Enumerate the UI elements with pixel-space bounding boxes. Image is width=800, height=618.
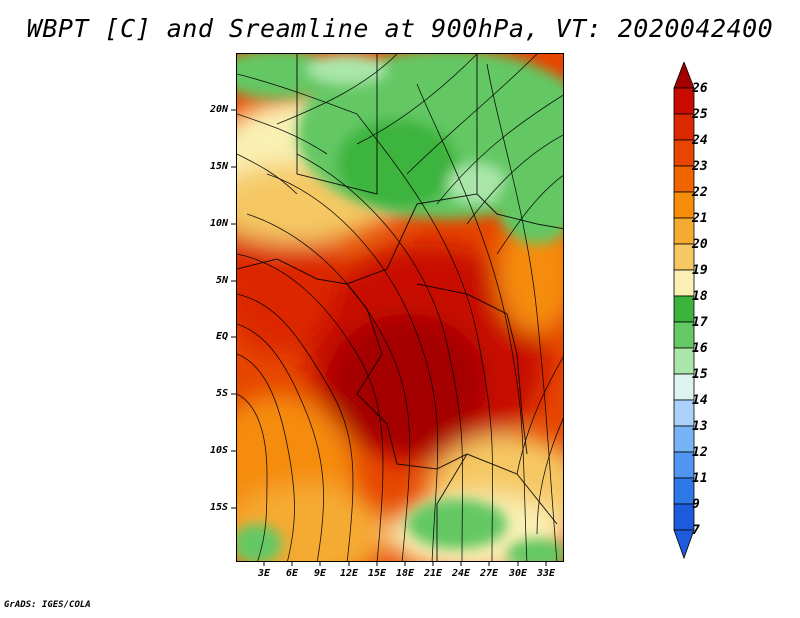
colorbar-segment (673, 165, 695, 193)
colorbar-label: 12 (692, 445, 708, 460)
colorbar-label: 26 (692, 81, 708, 96)
footer-credit: GrADS: IGES/COLA (4, 600, 91, 610)
colorbar-label: 14 (692, 393, 708, 408)
colorbar-segment (673, 347, 695, 375)
colorbar-segment (673, 269, 695, 297)
colorbar-segment (673, 113, 695, 141)
colorbar-segment (673, 243, 695, 271)
lat-label-10s: 10S (209, 445, 228, 456)
lon-label-21e: 21E (423, 568, 443, 579)
colorbar-label: 17 (692, 315, 708, 330)
colorbar-label: 13 (692, 419, 708, 434)
colorbar-label: 21 (692, 211, 708, 226)
colorbar-label: 15 (692, 367, 708, 382)
lon-label-30e: 30E (508, 568, 528, 579)
lon-label-24e: 24E (451, 568, 471, 579)
lon-label-12e: 12E (339, 568, 359, 579)
colorbar-top-arrow (673, 62, 695, 89)
colorbar-label: 24 (692, 133, 708, 148)
colorbar-label: 18 (692, 289, 708, 304)
lat-label-5n: 5N (215, 275, 228, 286)
map-panel (236, 53, 564, 562)
colorbar-segment (673, 217, 695, 245)
colorbar-label: 25 (692, 107, 708, 122)
wbpt-field-map (237, 54, 563, 561)
lat-label-20n: 20N (209, 104, 228, 115)
colorbar-segment (673, 295, 695, 323)
lon-label-27e: 27E (479, 568, 499, 579)
lon-label-6e: 6E (285, 568, 299, 579)
colorbar-label: 19 (692, 263, 708, 278)
colorbar-segment (673, 373, 695, 401)
colorbar-segment (673, 425, 695, 453)
colorbar-bottom-arrow (673, 529, 695, 560)
lat-label-eq: EQ (215, 331, 228, 342)
chart-title: WBPT [C] and Sreamline at 900hPa, VT: 20… (26, 14, 774, 43)
lon-label-15e: 15E (367, 568, 387, 579)
colorbar-segment (673, 399, 695, 427)
lon-label-9e: 9E (313, 568, 327, 579)
lon-label-18e: 18E (395, 568, 415, 579)
colorbar-label: 7 (692, 523, 700, 538)
colorbar-segment (673, 477, 695, 505)
colorbar-segment (673, 451, 695, 479)
colorbar (673, 62, 695, 560)
colorbar-segment (673, 321, 695, 349)
colorbar-segment (673, 87, 695, 115)
colorbar-label: 11 (692, 471, 708, 486)
colorbar-label: 16 (692, 341, 708, 356)
lon-label-3e: 3E (257, 568, 271, 579)
lat-label-15s: 15S (209, 502, 228, 513)
colorbar-label: 22 (692, 185, 708, 200)
colorbar-label: 23 (692, 159, 708, 174)
lat-label-10n: 10N (209, 218, 228, 229)
colorbar-segment (673, 503, 695, 531)
colorbar-segment (673, 191, 695, 219)
colorbar-label: 20 (692, 237, 708, 252)
lat-label-15n: 15N (209, 161, 228, 172)
lat-label-5s: 5S (215, 388, 228, 399)
colorbar-label: 9 (692, 497, 700, 512)
colorbar-segment (673, 139, 695, 167)
lon-label-33e: 33E (536, 568, 556, 579)
